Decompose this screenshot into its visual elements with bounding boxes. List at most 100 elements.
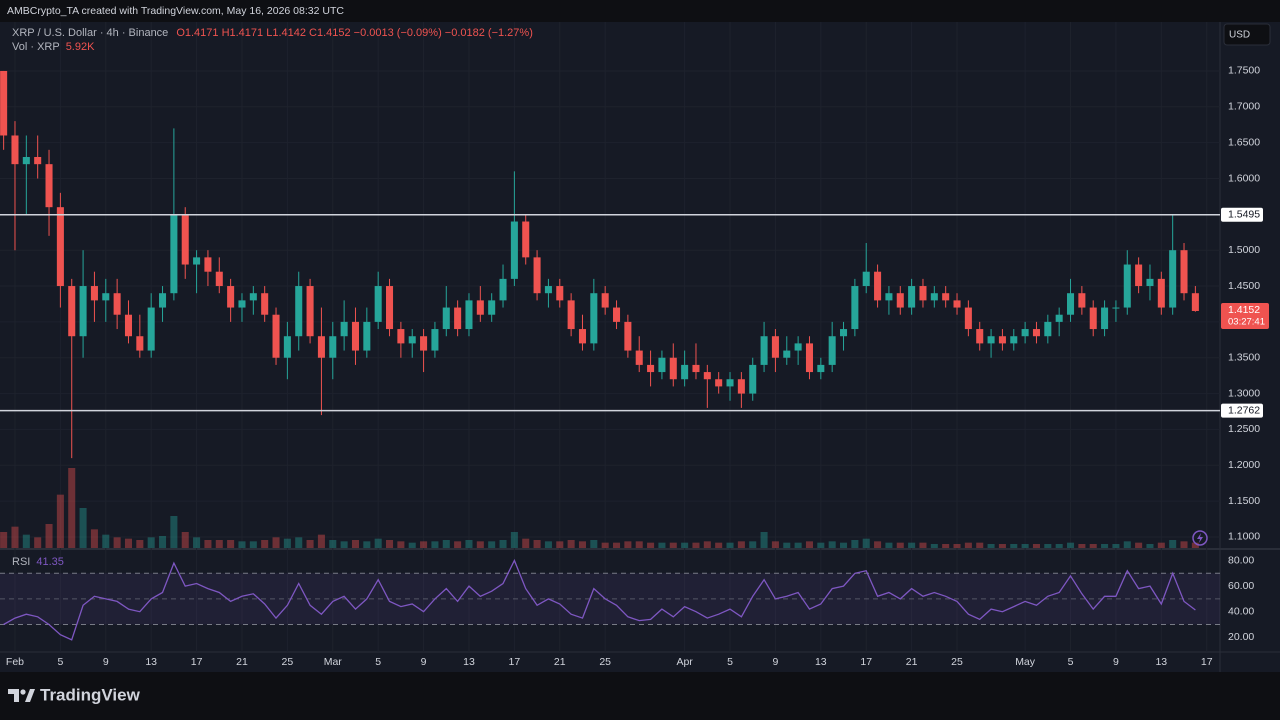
volume-bar <box>238 541 246 548</box>
y-tick-label: 1.6000 <box>1228 172 1260 184</box>
volume-bar <box>635 541 643 548</box>
volume-bar <box>1135 542 1143 548</box>
candle-body <box>715 379 723 387</box>
volume-legend: Vol · XRP 5.92K <box>12 41 95 53</box>
volume-bar <box>647 542 655 548</box>
x-tick-label: Mar <box>324 656 343 668</box>
candle-body <box>215 271 223 287</box>
volume-bar <box>329 540 337 548</box>
volume-bar <box>476 541 484 548</box>
candle-body <box>1112 307 1120 309</box>
volume-bar <box>261 540 269 548</box>
x-tick-label: 17 <box>860 656 872 668</box>
x-tick-label: Apr <box>676 656 693 668</box>
candle-body <box>317 336 325 358</box>
candle-body <box>1101 307 1109 330</box>
volume-bar <box>896 542 904 548</box>
volume-bar <box>669 542 677 548</box>
candle-body <box>1055 314 1063 322</box>
volume-bar <box>590 540 598 548</box>
volume-bar <box>442 540 450 548</box>
volume-bar <box>953 544 961 548</box>
candle-body <box>397 329 405 344</box>
y-tick-label: 1.2500 <box>1228 423 1260 435</box>
candle-body <box>11 135 19 165</box>
candle-body <box>771 336 779 358</box>
candle-body <box>488 300 496 315</box>
candle-body <box>306 286 314 337</box>
y-tick-label: 1.7500 <box>1228 65 1260 77</box>
candle-body <box>79 286 87 337</box>
candle-body <box>544 286 552 294</box>
candle-body <box>22 156 30 165</box>
volume-bar <box>397 541 405 548</box>
candle-body <box>590 293 598 344</box>
volume-bar <box>56 494 64 548</box>
volume-bar <box>556 541 564 548</box>
candle-body <box>567 300 575 330</box>
y-tick-label: 1.1000 <box>1228 531 1260 543</box>
volume-bar <box>805 541 813 548</box>
volume-bar <box>544 541 552 548</box>
rsi-legend: RSI 41.35 <box>12 556 64 568</box>
candle-body <box>102 293 110 301</box>
currency[interactable]: USD <box>1229 30 1250 41</box>
volume-bar <box>930 544 938 548</box>
candle-body <box>794 343 802 351</box>
currency-button[interactable] <box>1223 23 1271 46</box>
candle-body <box>556 286 564 301</box>
candle-body <box>408 336 416 344</box>
candle-body <box>942 293 950 301</box>
candle-body <box>272 314 280 358</box>
candle-body <box>1123 264 1131 308</box>
volume-bar <box>851 540 859 548</box>
x-tick-label: 9 <box>773 656 779 668</box>
y-tick-label: 1.2000 <box>1228 459 1260 471</box>
volume-bar <box>976 542 984 548</box>
volume-bar <box>1146 544 1154 548</box>
candle-body <box>828 336 836 365</box>
x-tick-label: 13 <box>815 656 827 668</box>
alert-icon[interactable] <box>1192 530 1208 546</box>
x-tick-label: 9 <box>421 656 427 668</box>
candle-body <box>533 257 541 294</box>
volume-bar <box>703 541 711 548</box>
candle-body <box>56 207 64 287</box>
candle-body <box>136 336 144 351</box>
volume-bar <box>227 540 235 548</box>
volume-bar <box>1180 541 1188 548</box>
candle-body <box>1135 264 1143 287</box>
candle-body <box>386 286 394 330</box>
x-tick-label: 25 <box>282 656 294 668</box>
volume-bar <box>862 538 870 548</box>
candle-body <box>692 364 700 373</box>
candle-body <box>1180 250 1188 294</box>
x-tick-label: 17 <box>191 656 203 668</box>
candle-body <box>805 343 813 373</box>
volume-bar <box>68 468 76 548</box>
candle-body <box>987 336 995 344</box>
candle-body <box>1044 321 1052 337</box>
candle-body <box>851 286 859 330</box>
volume-bar <box>522 538 530 548</box>
volume-bar <box>181 532 189 548</box>
volume-bar <box>306 540 314 548</box>
x-tick-label: May <box>1015 656 1036 668</box>
volume-bar <box>420 541 428 548</box>
volume-bar <box>45 524 53 548</box>
x-tick-label: 21 <box>236 656 248 668</box>
candle-body <box>658 357 666 373</box>
volume-bar <box>567 540 575 548</box>
volume-bar <box>408 542 416 548</box>
candle-body <box>1078 293 1086 308</box>
candle-body <box>647 364 655 373</box>
level-tag <box>1221 403 1263 418</box>
volume-bar <box>1112 544 1120 548</box>
logo-part <box>20 689 26 695</box>
candle-body <box>953 300 961 308</box>
candle-body <box>1191 293 1199 311</box>
candle-body <box>874 271 882 301</box>
brand: TradingView <box>40 685 141 704</box>
y-tick-label: 1.6500 <box>1228 136 1260 148</box>
candle-body <box>329 336 337 358</box>
